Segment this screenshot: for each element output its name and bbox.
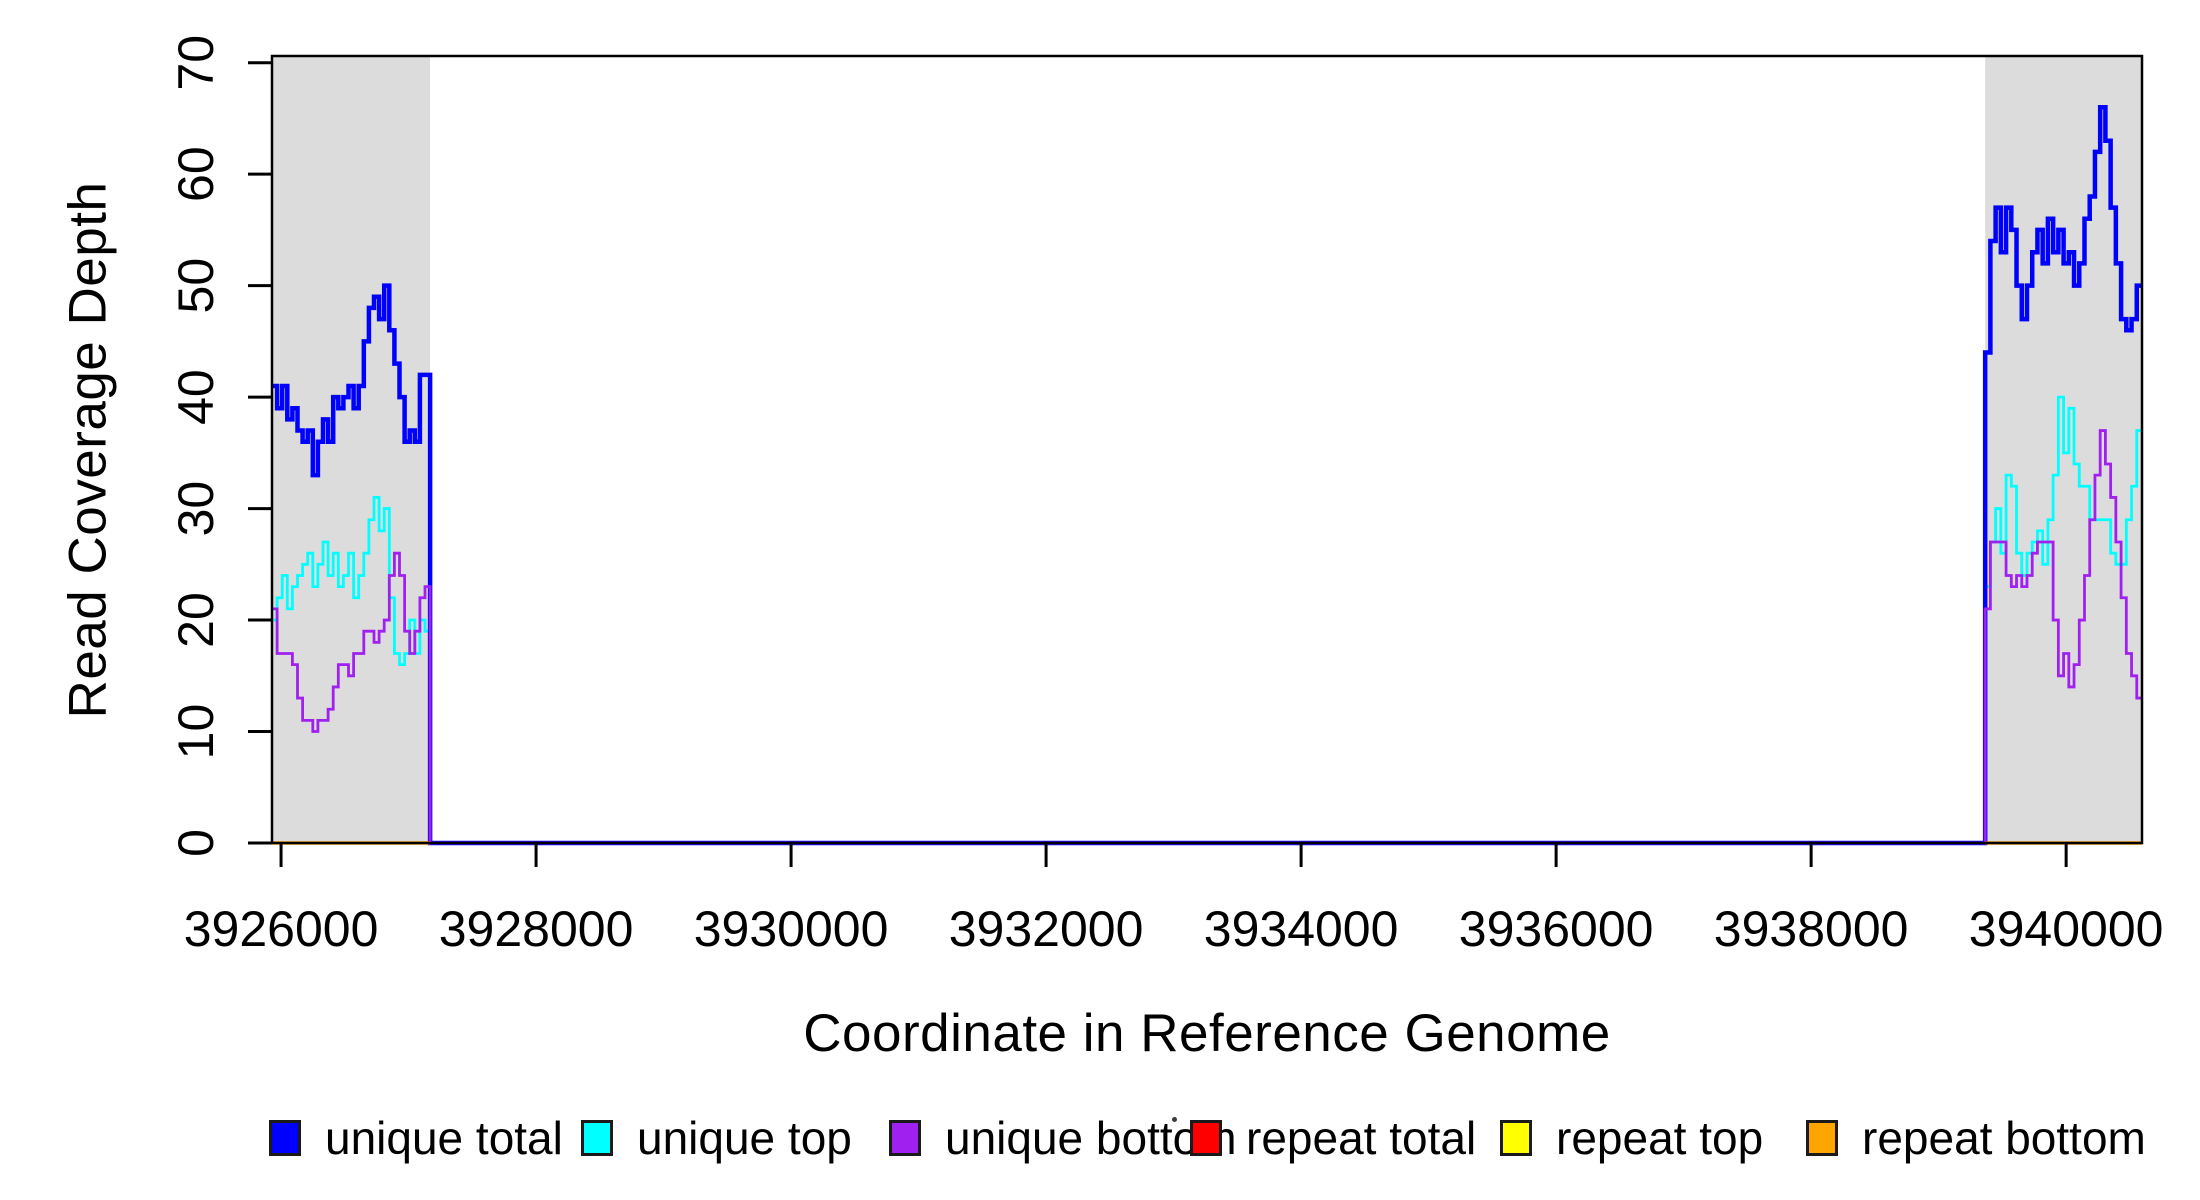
series-unique-top-line	[272, 395, 2142, 845]
y-tick-label: 10	[168, 704, 224, 760]
y-tick-label: 30	[168, 481, 224, 537]
legend-label: unique bottom	[945, 1112, 1237, 1164]
repeat-top-swatch	[1500, 1120, 1532, 1156]
x-tick-label: 3928000	[439, 901, 634, 957]
x-tick-label: 3930000	[694, 901, 889, 957]
x-axis: 3926000 3928000 3930000 3932000 3934000 39360…	[184, 843, 2164, 957]
series-lines	[272, 105, 2142, 846]
legend-label: repeat top	[1556, 1112, 1764, 1164]
x-tick-label: 3936000	[1459, 901, 1654, 957]
legend-label: repeat bottom	[1862, 1112, 2146, 1164]
legend-item-repeat-top: repeat top	[1500, 1112, 1763, 1164]
y-axis-title: Read Coverage Depth	[58, 181, 118, 719]
x-tick-label: 3940000	[1969, 901, 2164, 957]
repeat-region-band-1	[272, 56, 431, 843]
plot-border	[270, 54, 2144, 845]
legend-item-unique-total: unique total	[269, 1112, 563, 1164]
y-tick-label: 60	[168, 146, 224, 202]
x-tick-label: 3938000	[1714, 901, 1909, 957]
shaded-bands	[272, 56, 2142, 843]
y-tick-label: 20	[168, 592, 224, 648]
repeat-total-swatch	[1190, 1120, 1222, 1156]
legend-label: unique top	[637, 1112, 852, 1164]
stray-mark	[1172, 1117, 1177, 1122]
y-tick-label: 0	[168, 829, 224, 857]
y-axis: 0 10 20 30 40 50 60 70	[168, 35, 272, 857]
y-tick-label: 70	[168, 35, 224, 91]
legend-label: repeat total	[1246, 1112, 1477, 1164]
series-unique-bottom-line	[272, 429, 2142, 845]
legend-item-unique-top: unique top	[581, 1112, 852, 1164]
x-axis-title: Coordinate in Reference Genome	[803, 1004, 1611, 1063]
unique-total-swatch	[269, 1120, 301, 1156]
legend-item-unique-bottom: unique bottom	[889, 1112, 1237, 1164]
unique-bottom-swatch	[889, 1120, 921, 1156]
legend-item-repeat-total: repeat total	[1190, 1112, 1476, 1164]
x-tick-label: 3932000	[949, 901, 1144, 957]
x-tick-label: 3926000	[184, 901, 379, 957]
y-tick-label: 40	[168, 369, 224, 425]
repeat-bottom-swatch	[1806, 1120, 1838, 1156]
x-tick-label: 3934000	[1204, 901, 1399, 957]
series-unique-total-line	[272, 105, 2142, 846]
legend: unique total unique top unique bottom re…	[0, 1112, 2200, 1164]
unique-top-swatch	[581, 1120, 613, 1156]
plot-frame	[270, 54, 2144, 845]
legend-label: unique total	[325, 1112, 563, 1164]
y-tick-label: 50	[168, 258, 224, 314]
legend-item-repeat-bottom: repeat bottom	[1806, 1112, 2146, 1164]
